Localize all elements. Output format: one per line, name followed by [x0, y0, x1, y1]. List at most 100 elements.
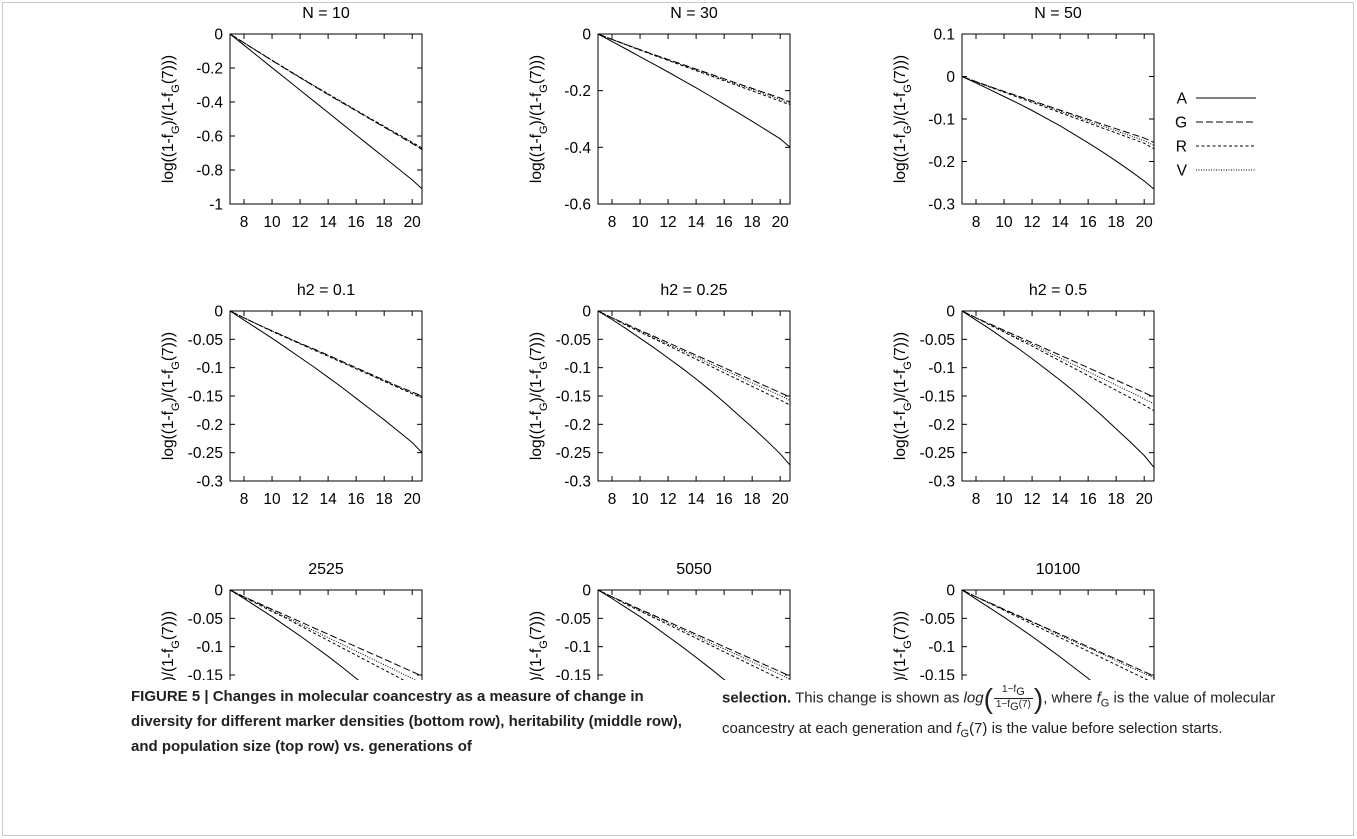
series-line-A — [229, 33, 423, 190]
x-tick-label: 20 — [772, 214, 790, 231]
panel-2: N = 30 0 -0.2 -0.4 -0.6 8 10 12 14 16 18 20 log((1-f… — [528, 5, 791, 231]
legend-label-V: V — [1177, 163, 1188, 180]
caption-den-text: 1−f — [995, 699, 1011, 710]
series-line-V — [229, 310, 423, 398]
x-tick-label: 8 — [972, 491, 981, 508]
y-tick-label: 0 — [214, 583, 223, 600]
y-tick-label: -0.2 — [196, 417, 223, 434]
caption-text-4: is the value before selection starts. — [991, 720, 1223, 738]
panel-9: 101000-0.05-0.1-0.15-0.2-0.25-0.38101214… — [892, 561, 1155, 680]
caption-fraction: 1−fG 1−fG(7) — [993, 684, 1033, 713]
caption-text-3: is the value of molecular coancestry at … — [722, 689, 1276, 738]
legend-label-G: G — [1175, 115, 1187, 132]
y-tick-label: -0.6 — [564, 197, 591, 214]
y-tick-label: -0.2 — [564, 417, 591, 434]
series-line-G — [597, 33, 791, 103]
x-tick-label: 10 — [995, 491, 1013, 508]
x-tick-label: 10 — [631, 491, 649, 508]
y-tick-label: -0.05 — [556, 611, 591, 628]
series-line-V — [961, 589, 1155, 679]
series-line-A — [597, 33, 791, 148]
x-tick-label: 16 — [348, 214, 365, 231]
y-tick-label: -0.05 — [920, 332, 955, 349]
series-line-G — [229, 589, 423, 677]
y-tick-label: -0.1 — [564, 639, 591, 656]
x-tick-label: 18 — [744, 491, 761, 508]
caption-fraction-denominator: 1−fG(7) — [994, 699, 1033, 713]
y-axis-label-subscript: G — [170, 361, 182, 370]
series-line-G — [597, 310, 791, 398]
caption-fraction-numerator: 1−fG — [993, 684, 1033, 699]
y-tick-label: -0.05 — [920, 611, 955, 628]
series-line-V — [961, 76, 1155, 146]
y-axis-label-part: log((1-f — [528, 133, 545, 183]
y-axis-label: log((1-fG)/(1-fG(7))) — [160, 55, 182, 183]
x-tick-label: 14 — [319, 491, 337, 508]
y-axis-label-part: (7))) — [528, 55, 545, 84]
y-tick-label: -0.1 — [928, 360, 955, 377]
series-line-G — [597, 589, 791, 677]
series-line-V — [961, 310, 1155, 405]
y-tick-label: -0.1 — [196, 360, 223, 377]
panel-title: h2 = 0.5 — [1029, 282, 1087, 299]
y-axis-label-part: )/(1-f — [528, 92, 545, 125]
y-axis-label-subscript: G — [170, 84, 182, 93]
y-axis-label-part: )/(1-f — [160, 369, 177, 402]
x-tick-label: 18 — [1108, 491, 1125, 508]
x-tick-label: 14 — [1051, 214, 1069, 231]
plot-frame — [229, 33, 423, 205]
caption-fg: f — [1096, 689, 1101, 707]
y-axis-label-part: )/(1-f — [892, 92, 909, 125]
panel-5: h2 = 0.25 0 -0.05 -0.1 -0.15 -0.2 -0.25 -0.3 8 10… — [528, 282, 791, 508]
plot-frame — [229, 310, 423, 482]
y-tick-label: -0.05 — [188, 611, 223, 628]
series-line-R — [961, 76, 1155, 150]
series-line-R — [961, 310, 1155, 412]
x-tick-label: 14 — [319, 214, 337, 231]
y-tick-label: 0 — [946, 583, 955, 600]
y-axis-label-part: (7))) — [160, 611, 177, 640]
x-tick-label: 8 — [240, 214, 249, 231]
plot-frame — [597, 310, 791, 482]
y-axis-label-part: log((1-f — [892, 410, 909, 460]
y-tick-label: 0 — [582, 304, 591, 321]
x-tick-label: 12 — [1023, 491, 1040, 508]
panel-title: N = 50 — [1034, 5, 1082, 22]
y-tick-label: 0 — [214, 304, 223, 321]
y-tick-label: -0.3 — [928, 474, 955, 491]
y-axis-label-part: )/(1-f — [160, 648, 177, 680]
x-tick-label: 10 — [995, 214, 1013, 231]
panel-title: 2525 — [308, 561, 344, 578]
series-line-R — [229, 589, 405, 680]
y-tick-label: -0.15 — [920, 389, 955, 406]
caption-label: FIGURE 5 | — [131, 688, 209, 705]
x-tick-label: 8 — [608, 214, 617, 231]
series-line-R — [229, 33, 423, 149]
y-tick-label: -0.05 — [188, 332, 223, 349]
caption-fg7-sub: G — [960, 728, 970, 741]
x-tick-label: 16 — [716, 491, 733, 508]
x-tick-label: 12 — [291, 214, 308, 231]
y-tick-label: 0 — [946, 69, 955, 86]
y-axis-label-subscript: G — [538, 402, 550, 411]
y-tick-label: -0.15 — [188, 389, 223, 406]
y-axis-label-subscript: G — [902, 402, 914, 411]
plot-frame — [961, 33, 1155, 205]
x-tick-label: 10 — [263, 491, 281, 508]
y-tick-label: -0.2 — [928, 417, 955, 434]
x-tick-label: 20 — [404, 491, 422, 508]
plot-frame — [961, 310, 1155, 482]
panel-title: h2 = 0.1 — [297, 282, 355, 299]
y-tick-label: -0.3 — [928, 197, 955, 214]
y-tick-label: -1 — [209, 197, 223, 214]
caption-fg7: f — [956, 720, 961, 738]
y-axis-label-part: (7))) — [892, 55, 909, 84]
series-line-V — [597, 310, 791, 401]
y-tick-label: -0.3 — [196, 474, 223, 491]
caption-text-1: This change is shown as — [795, 689, 960, 707]
x-tick-label: 12 — [1023, 214, 1040, 231]
caption-left: FIGURE 5 | Changes in molecular coancest… — [131, 684, 691, 759]
y-axis-label-part: )/(1-f — [528, 648, 545, 680]
